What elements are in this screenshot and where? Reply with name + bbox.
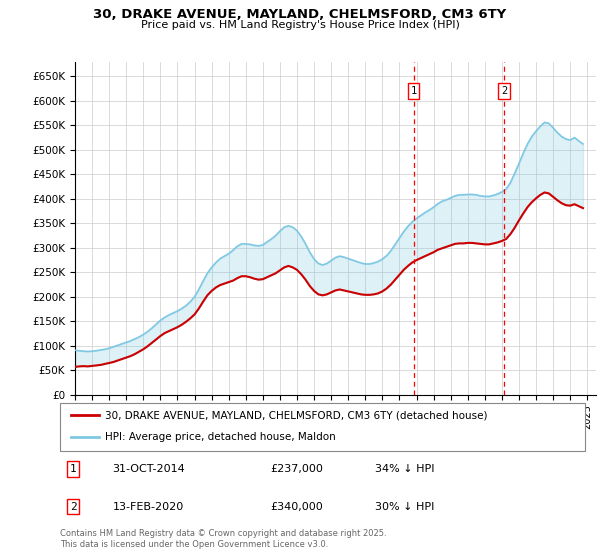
Text: Price paid vs. HM Land Registry's House Price Index (HPI): Price paid vs. HM Land Registry's House …	[140, 20, 460, 30]
Text: 2: 2	[70, 502, 77, 511]
Text: £237,000: £237,000	[270, 464, 323, 474]
Text: £340,000: £340,000	[270, 502, 323, 511]
Text: 30, DRAKE AVENUE, MAYLAND, CHELMSFORD, CM3 6TY: 30, DRAKE AVENUE, MAYLAND, CHELMSFORD, C…	[94, 8, 506, 21]
Text: 1: 1	[410, 86, 417, 96]
Text: 1: 1	[70, 464, 77, 474]
Text: 2: 2	[501, 86, 507, 96]
Text: 31-OCT-2014: 31-OCT-2014	[113, 464, 185, 474]
Text: 30, DRAKE AVENUE, MAYLAND, CHELMSFORD, CM3 6TY (detached house): 30, DRAKE AVENUE, MAYLAND, CHELMSFORD, C…	[104, 410, 487, 420]
Text: 34% ↓ HPI: 34% ↓ HPI	[375, 464, 434, 474]
Text: 30% ↓ HPI: 30% ↓ HPI	[375, 502, 434, 511]
Text: HPI: Average price, detached house, Maldon: HPI: Average price, detached house, Mald…	[104, 432, 335, 442]
Text: Contains HM Land Registry data © Crown copyright and database right 2025.
This d: Contains HM Land Registry data © Crown c…	[60, 529, 386, 549]
FancyBboxPatch shape	[60, 403, 585, 451]
Text: 13-FEB-2020: 13-FEB-2020	[113, 502, 184, 511]
